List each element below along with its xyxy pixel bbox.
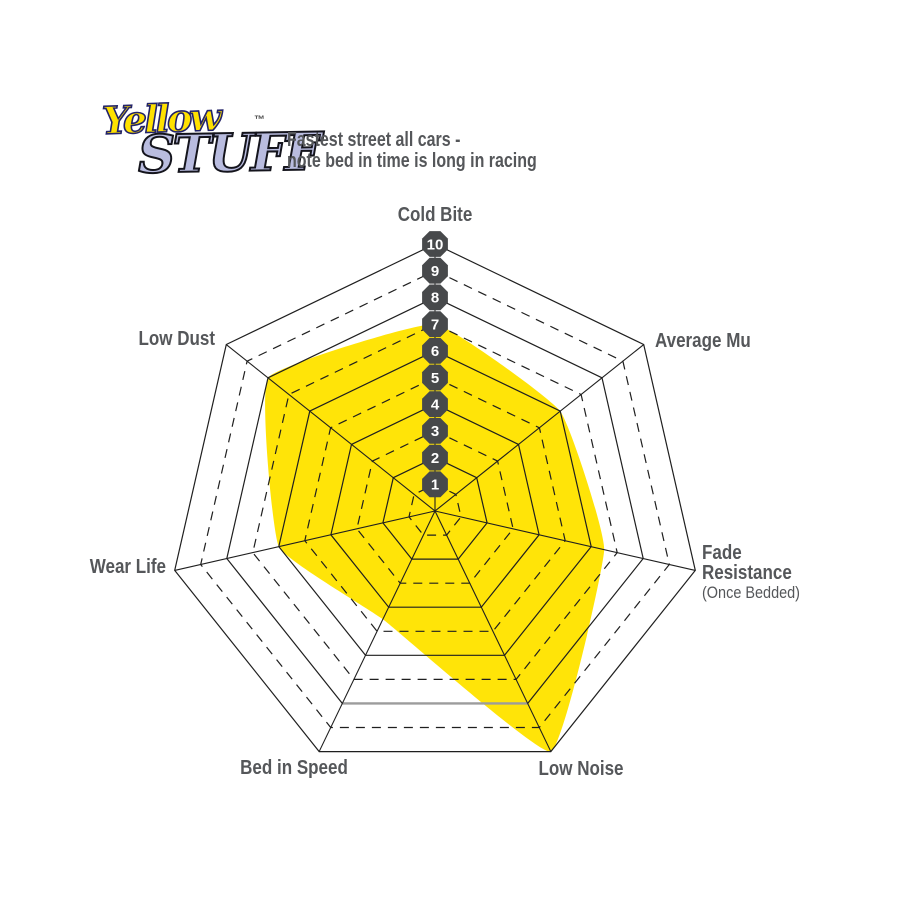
axis-spoke-5 — [174, 510, 436, 571]
scale-badge-7 — [422, 311, 448, 337]
axis-spoke-3 — [434, 510, 552, 752]
subtitle-line-1: Fastest street all cars - — [287, 129, 461, 151]
axis-spoke-6 — [225, 344, 436, 512]
axis-label-low-dust: Low Dust — [138, 328, 216, 350]
grid-ring-5 — [304, 376, 566, 632]
scale-badge-8 — [422, 284, 448, 311]
fade-label-line1: Fade — [702, 542, 742, 564]
grid-ring-9 — [200, 270, 670, 729]
scale-badge-4 — [422, 391, 448, 418]
scale-badge-3 — [422, 418, 448, 444]
scale-badge-6 — [422, 337, 448, 364]
scale-badge-5 — [422, 364, 448, 391]
axis-spoke-1 — [434, 344, 645, 512]
yellowstuff-logo: Yellow STUFF ™ — [98, 93, 320, 200]
trademark-symbol: ™ — [254, 114, 265, 126]
scale-badge-label-5: 5 — [431, 370, 439, 387]
axis-label-bed-in-speed: Bed in Speed — [240, 757, 348, 779]
axis-spoke-2 — [434, 510, 696, 571]
fade-label-note: (Once Bedded) — [702, 583, 801, 602]
grid-ring-6 — [278, 350, 592, 656]
axis-label-cold-bite: Cold Bite — [397, 204, 473, 226]
grid-ring-10 — [174, 243, 696, 753]
scale-badge-label-3: 3 — [431, 423, 439, 440]
subtitle-line-2: note bed in time is long in racing — [287, 150, 537, 172]
data-area-yellowstuff — [265, 324, 605, 752]
axis-label-fade-resistance: Fade Resistance (Once Bedded) — [702, 543, 800, 603]
scale-badge-9 — [422, 257, 448, 284]
axis-label-average-mu: Average Mu — [655, 330, 751, 352]
scale-badge-1 — [422, 471, 448, 498]
grid-ring-3 — [356, 430, 514, 584]
grid-ring-7 — [252, 323, 618, 681]
scale-badge-label-4: 4 — [431, 397, 440, 414]
scale-badge-10 — [422, 231, 448, 257]
axis-label-wear-life: Wear Life — [89, 556, 166, 578]
fade-label-line2: Resistance — [702, 562, 792, 584]
chart-subtitle: Fastest street all cars - note bed in ti… — [287, 130, 537, 172]
scale-badge-label-1: 1 — [431, 477, 439, 494]
scale-badge-label-7: 7 — [431, 316, 439, 333]
scale-badge-label-8: 8 — [431, 290, 439, 307]
scale-badge-label-2: 2 — [431, 450, 439, 467]
grid-ring-4 — [330, 403, 540, 608]
grid-ring-2 — [382, 456, 488, 560]
grid-ring-1 — [408, 483, 462, 536]
scale-badge-label-6: 6 — [431, 343, 439, 360]
axis-label-low-noise: Low Noise — [538, 758, 624, 780]
scale-badge-label-10: 10 — [427, 236, 444, 253]
scale-badge-2 — [422, 444, 448, 471]
axis-spoke-4 — [318, 510, 436, 752]
scale-badge-label-9: 9 — [431, 263, 439, 280]
